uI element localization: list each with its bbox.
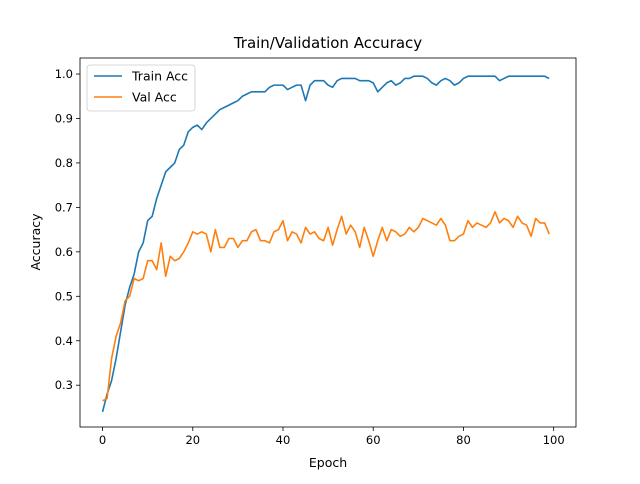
x-axis-label: Epoch [309,455,347,470]
y-tick-label: 0.4 [55,334,73,348]
plot-area [101,75,550,413]
x-tick-label: 100 [543,433,565,447]
y-tick-label: 0.8 [55,156,73,170]
x-tick-label: 80 [456,433,471,447]
y-axis: 0.3 0.4 0.5 0.6 0.7 0.8 0.9 1.0 [55,67,80,392]
y-tick-label: 1.0 [55,67,73,81]
x-tick-label: 40 [276,433,291,447]
series-line-val-acc [102,211,550,402]
y-tick-label: 0.6 [55,245,73,259]
y-tick-label: 0.7 [55,200,73,214]
legend: Train Acc Val Acc [86,64,196,112]
x-tick-label: 0 [99,433,106,447]
series-line-train-acc [101,75,550,413]
chart-title: Train/Validation Accuracy [233,34,422,52]
y-tick-label: 0.5 [55,289,73,303]
x-tick-label: 60 [366,433,381,447]
legend-label-val-acc: Val Acc [132,90,177,105]
axes-frame [79,57,577,428]
y-tick-label: 0.9 [55,111,73,125]
y-axis-label: Accuracy [28,213,43,271]
x-axis: 0 20 40 60 80 100 [99,427,565,447]
y-tick-label: 0.3 [55,378,73,392]
x-tick-label: 20 [185,433,200,447]
legend-label-train-acc: Train Acc [131,69,188,84]
